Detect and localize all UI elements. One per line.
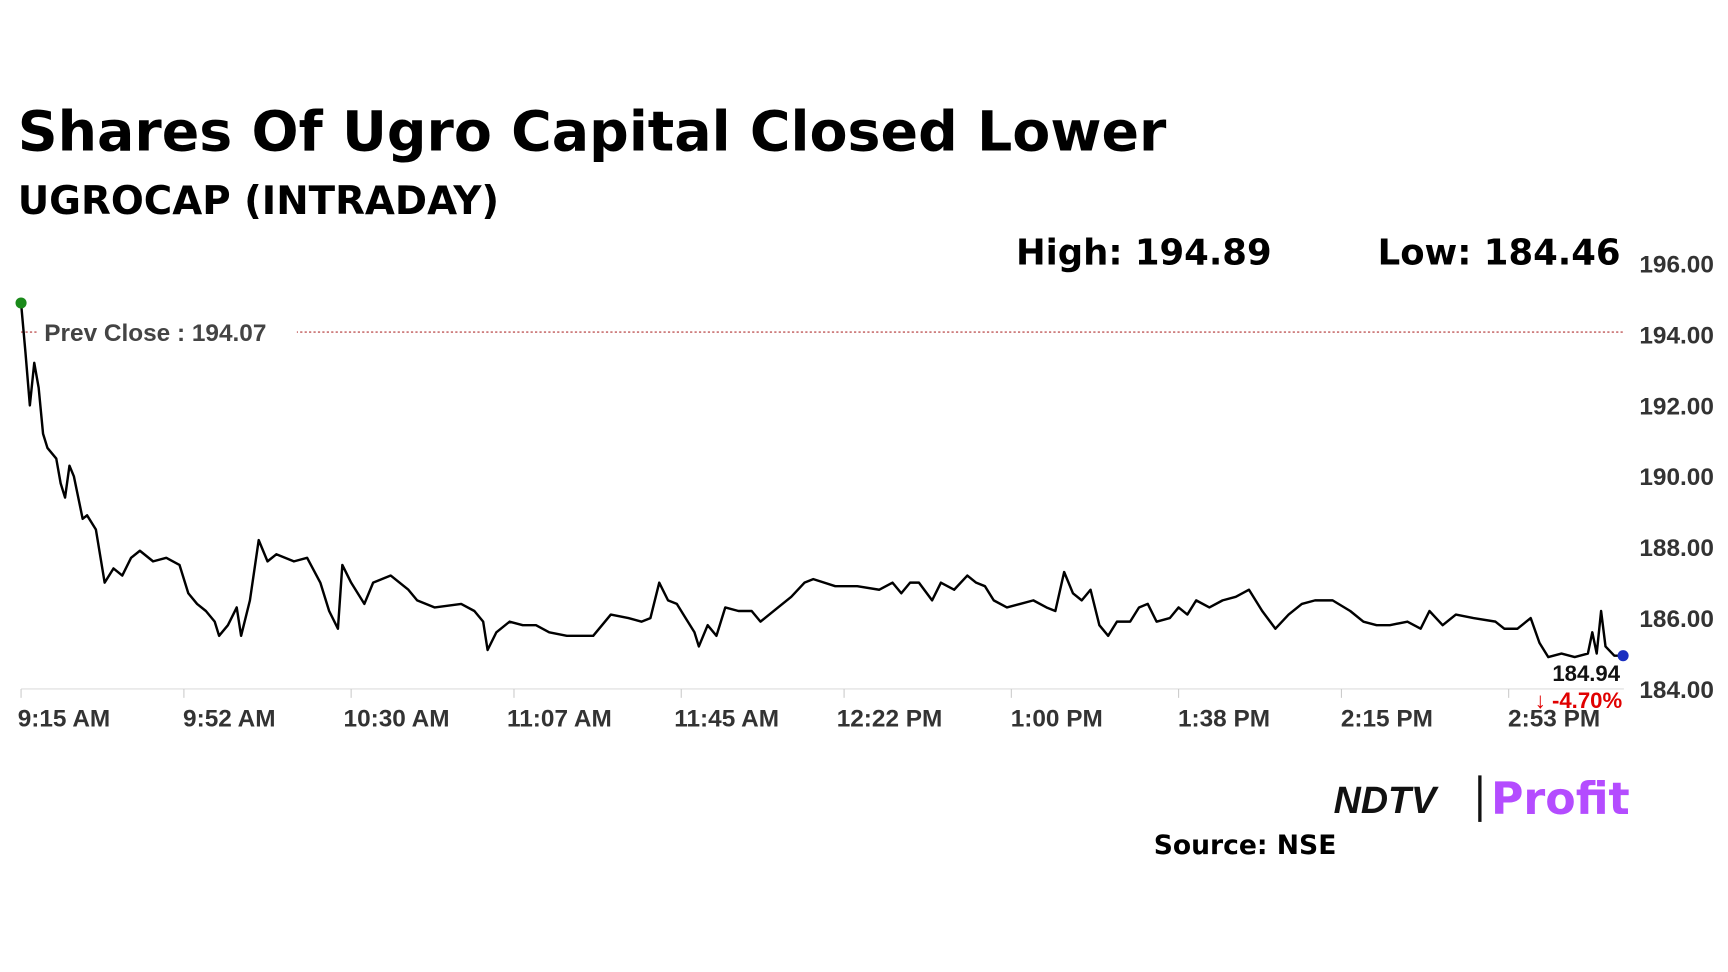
brand-profit: Profit	[1491, 774, 1630, 825]
x-tick-label: 11:45 AM	[674, 706, 779, 733]
chart-title: Shares Of Ugro Capital Closed Lower	[18, 101, 1167, 165]
y-tick-label: 186.00	[1639, 606, 1714, 633]
y-tick-label: 196.00	[1639, 251, 1714, 278]
y-tick-label: 192.00	[1639, 393, 1714, 420]
chart-subtitle: UGROCAP (INTRADAY)	[18, 179, 499, 224]
x-tick-label: 2:15 PM	[1341, 706, 1433, 733]
start-marker	[15, 297, 27, 309]
x-tick-label: 9:52 AM	[183, 706, 276, 733]
x-tick-label: 11:07 AM	[507, 706, 612, 733]
end-marker	[1617, 650, 1629, 662]
price-line	[19, 302, 1624, 659]
brand-logo: NDTV	[1334, 779, 1439, 821]
source: Source: NSE	[1154, 830, 1337, 861]
last-price: 184.94	[1552, 661, 1620, 686]
high-label: High: 194.89	[1016, 233, 1272, 274]
prev-close-bg	[37, 316, 297, 346]
y-tick-label: 188.00	[1639, 535, 1714, 562]
low-label: Low: 184.46	[1378, 233, 1621, 274]
y-tick-label: 194.00	[1639, 322, 1714, 349]
y-tick-label: 190.00	[1639, 464, 1714, 491]
x-tick-label: 2:53 PM	[1508, 706, 1600, 733]
y-tick-label: 184.00	[1639, 677, 1714, 704]
x-tick-label: 12:22 PM	[837, 706, 943, 733]
x-tick-label: 9:15 AM	[18, 706, 111, 733]
x-tick-label: 10:30 AM	[344, 706, 450, 733]
prev-close-label: Prev Close : 194.07	[44, 320, 266, 347]
x-tick-label: 1:00 PM	[1011, 706, 1103, 733]
x-tick-label: 1:38 PM	[1178, 706, 1270, 733]
change-label: ↓ -4.70%	[1535, 688, 1623, 713]
